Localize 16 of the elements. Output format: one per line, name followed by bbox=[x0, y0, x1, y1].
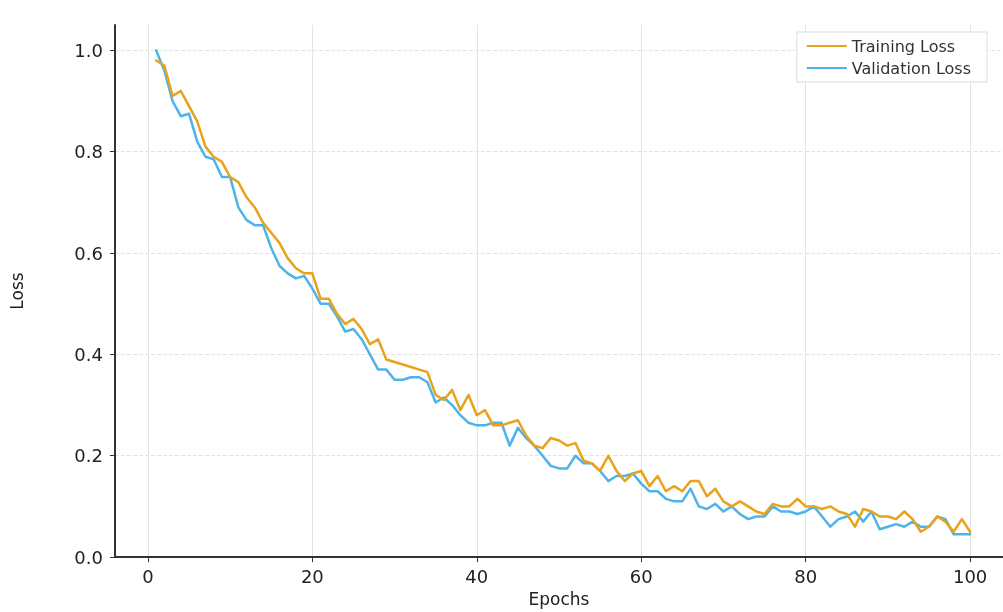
y-tick-label: 1.0 bbox=[74, 39, 103, 61]
y-tick-label: 0.8 bbox=[74, 141, 103, 163]
x-tick-label: 20 bbox=[300, 565, 324, 587]
y-tick-label: 0.6 bbox=[74, 242, 103, 264]
legend-label: Training Loss bbox=[850, 36, 956, 56]
x-tick-label: 60 bbox=[629, 565, 653, 587]
y-tick-label: 0.2 bbox=[74, 445, 103, 467]
x-axis-title: Epochs bbox=[528, 588, 590, 609]
x-tick-label: 0 bbox=[142, 565, 154, 587]
y-tick-label: 0.4 bbox=[74, 343, 103, 365]
y-axis-title: Loss bbox=[6, 272, 27, 310]
x-tick-label: 40 bbox=[465, 565, 489, 587]
y-tick-label: 0.0 bbox=[74, 546, 103, 568]
x-tick-label: 100 bbox=[952, 565, 988, 587]
legend-label: Validation Loss bbox=[851, 58, 971, 78]
x-tick-label: 80 bbox=[794, 565, 818, 587]
